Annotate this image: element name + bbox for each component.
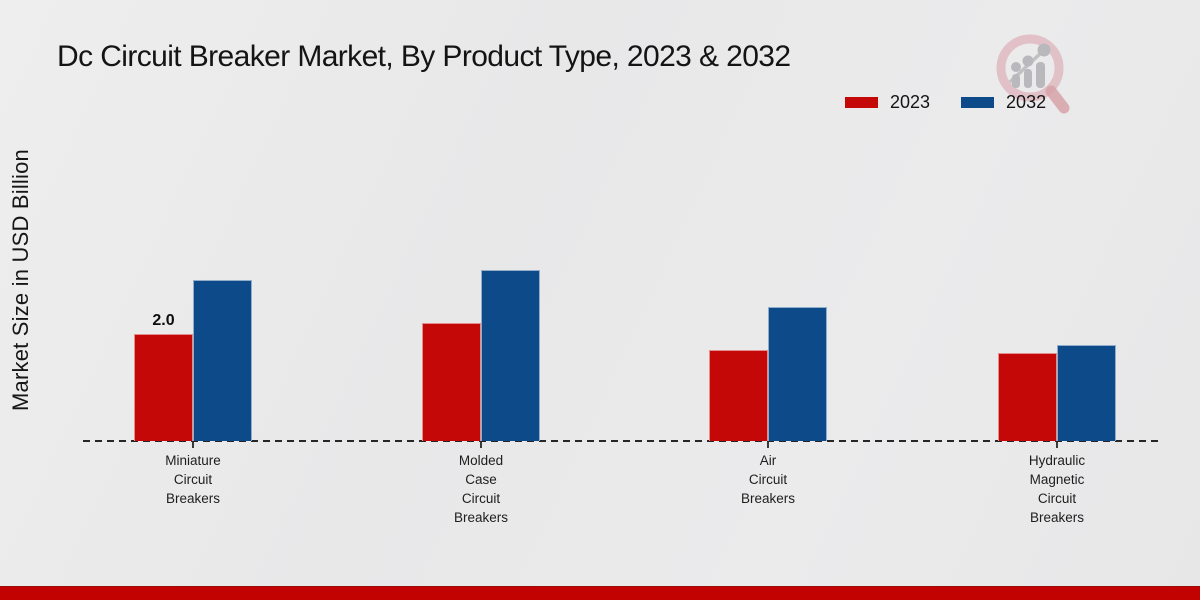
legend-label-2032: 2032 — [1006, 92, 1047, 112]
legend: 2023 2032 — [845, 92, 1046, 113]
chart-title: Dc Circuit Breaker Market, By Product Ty… — [57, 40, 791, 73]
bar-2032-group1 — [193, 280, 252, 441]
bar-2032-group2 — [481, 270, 540, 441]
bar-2023-group1 — [134, 334, 193, 441]
x-axis-tick — [480, 442, 482, 448]
legend-item-2032: 2032 — [961, 92, 1046, 113]
x-axis-tick — [767, 442, 769, 448]
bar-2023-group2 — [422, 323, 481, 441]
legend-swatch-2032-icon — [961, 97, 995, 108]
footer-accent-bar — [0, 586, 1200, 600]
bar-value-label: 2.0 — [152, 312, 175, 329]
category-label: Miniature Circuit Breakers — [165, 453, 221, 506]
bar-2023-group3 — [709, 350, 768, 441]
bar-2032-group3 — [768, 307, 827, 441]
x-axis-tick — [192, 442, 194, 448]
legend-swatch-2023-icon — [845, 97, 878, 108]
legend-label-2023: 2023 — [890, 92, 931, 112]
category-label: Hydraulic Magnetic Circuit Breakers — [1028, 453, 1086, 525]
legend-item-2023: 2023 — [845, 92, 930, 113]
category-label: Molded Case Circuit Breakers — [453, 453, 509, 525]
magnifier-bar-chart-logo-icon — [996, 34, 1070, 114]
bar-2023-group4 — [998, 353, 1057, 441]
category-label: Air Circuit Breakers — [740, 453, 796, 506]
x-axis-baseline — [83, 440, 1163, 442]
x-axis-tick — [1056, 442, 1058, 448]
bar-2032-group4 — [1057, 345, 1116, 441]
